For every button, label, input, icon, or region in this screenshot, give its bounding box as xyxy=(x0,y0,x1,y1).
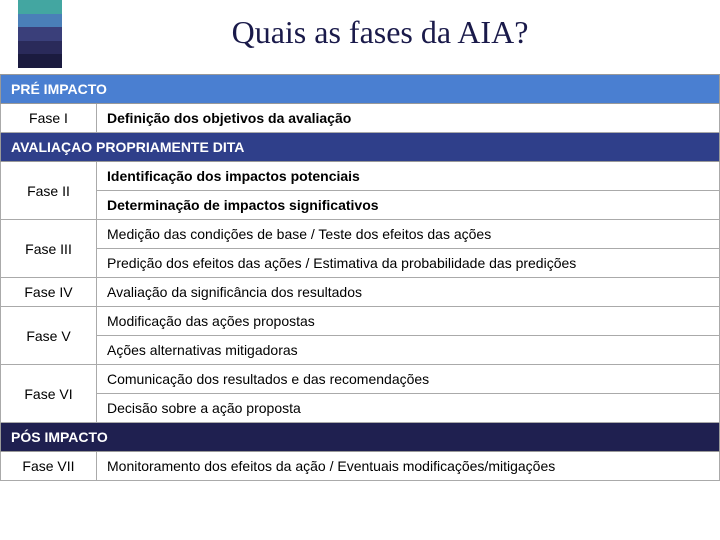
table-row: Determinação de impactos significativos xyxy=(1,191,720,220)
phase-cell: Fase VII xyxy=(1,452,97,481)
table-row: Decisão sobre a ação proposta xyxy=(1,394,720,423)
desc-cell: Medição das condições de base / Teste do… xyxy=(97,220,720,249)
desc-cell: Determinação de impactos significativos xyxy=(97,191,720,220)
phase-cell: Fase II xyxy=(1,162,97,220)
table-row: Fase VModificação das ações propostas xyxy=(1,307,720,336)
phase-cell: Fase VI xyxy=(1,365,97,423)
desc-cell: Decisão sobre a ação proposta xyxy=(97,394,720,423)
desc-cell: Ações alternativas mitigadoras xyxy=(97,336,720,365)
logo-bar-3 xyxy=(18,41,62,55)
desc-cell: Monitoramento dos efeitos da ação / Even… xyxy=(97,452,720,481)
logo-bar-1 xyxy=(18,14,62,28)
phase-cell: Fase III xyxy=(1,220,97,278)
logo-bar-2 xyxy=(18,27,62,41)
section-header-pos: PÓS IMPACTO xyxy=(1,423,720,452)
desc-cell: Predição dos efeitos das ações / Estimat… xyxy=(97,249,720,278)
table-row: Predição dos efeitos das ações / Estimat… xyxy=(1,249,720,278)
phase-cell: Fase V xyxy=(1,307,97,365)
logo-bar-4 xyxy=(18,54,62,68)
table-row: Ações alternativas mitigadoras xyxy=(1,336,720,365)
page-title: Quais as fases da AIA? xyxy=(60,0,700,61)
desc-cell: Modificação das ações propostas xyxy=(97,307,720,336)
phases-table-container: PRÉ IMPACTOFase IDefinição dos objetivos… xyxy=(0,74,720,481)
phases-table: PRÉ IMPACTOFase IDefinição dos objetivos… xyxy=(0,74,720,481)
section-header-aval: AVALIAÇAO PROPRIAMENTE DITA xyxy=(1,133,720,162)
section-header-pre: PRÉ IMPACTO xyxy=(1,75,720,104)
logo-stripes xyxy=(18,0,62,68)
table-row: Fase IIIdentificação dos impactos potenc… xyxy=(1,162,720,191)
phase-cell: Fase IV xyxy=(1,278,97,307)
table-row: Fase IVAvaliação da significância dos re… xyxy=(1,278,720,307)
logo-bar-0 xyxy=(18,0,62,14)
table-row: Fase VIIMonitoramento dos efeitos da açã… xyxy=(1,452,720,481)
desc-cell: Identificação dos impactos potenciais xyxy=(97,162,720,191)
table-row: Fase IDefinição dos objetivos da avaliaç… xyxy=(1,104,720,133)
desc-cell: Comunicação dos resultados e das recomen… xyxy=(97,365,720,394)
desc-cell: Avaliação da significância dos resultado… xyxy=(97,278,720,307)
desc-cell: Definição dos objetivos da avaliação xyxy=(97,104,720,133)
table-row: Fase VIComunicação dos resultados e das … xyxy=(1,365,720,394)
phase-cell: Fase I xyxy=(1,104,97,133)
table-row: Fase IIIMedição das condições de base / … xyxy=(1,220,720,249)
